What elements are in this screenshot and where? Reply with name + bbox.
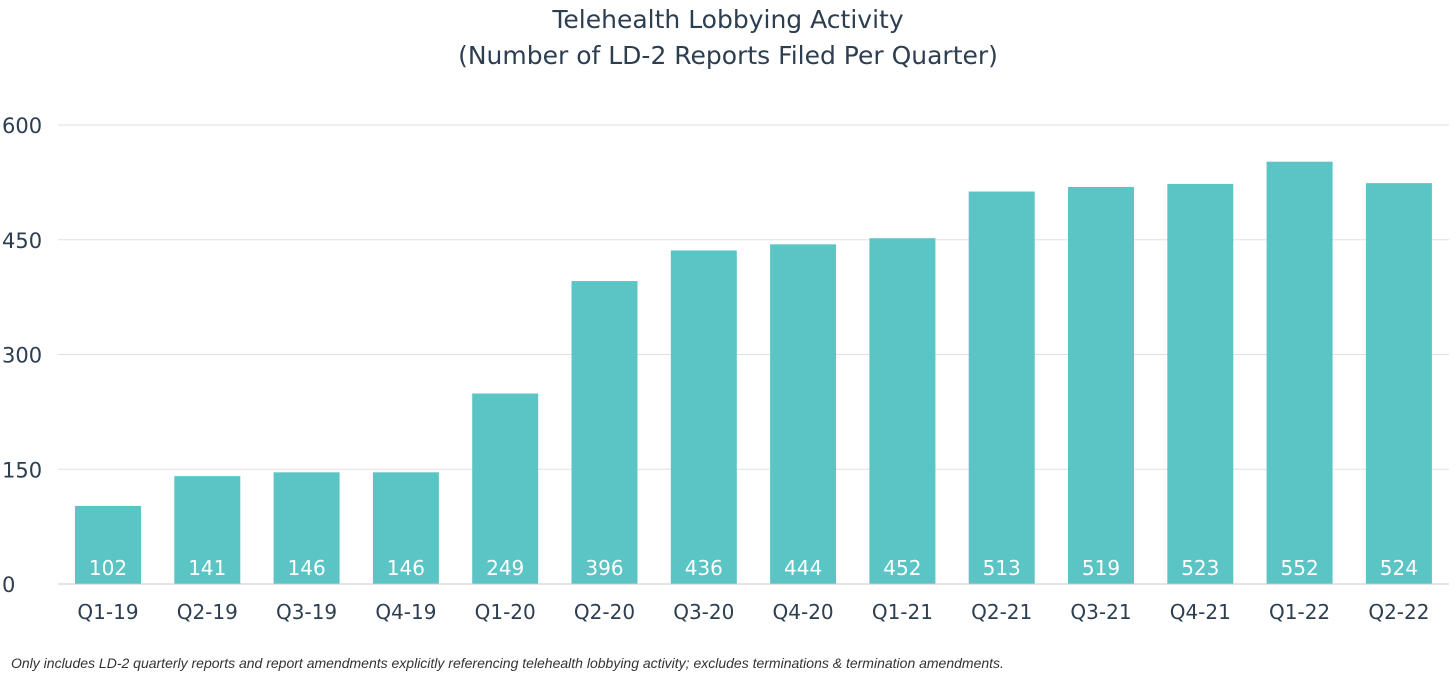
x-tick-label: Q4-21 <box>1170 600 1231 624</box>
bar <box>770 244 837 584</box>
x-tick-label: Q4-20 <box>773 600 834 624</box>
chart-title: Telehealth Lobbying Activity <box>552 5 904 34</box>
bar-value-label: 146 <box>387 556 425 580</box>
bar-value-label: 436 <box>685 556 723 580</box>
y-tick-label: 300 <box>2 344 42 368</box>
chart-footnote: Only includes LD-2 quarterly reports and… <box>11 655 1004 671</box>
bar-value-label: 141 <box>188 556 226 580</box>
bar <box>1167 183 1234 584</box>
bar <box>1068 186 1134 584</box>
bar <box>472 393 539 584</box>
chart-title-block: Telehealth Lobbying Activity (Number of … <box>0 2 1456 74</box>
y-tick-label: 150 <box>2 458 42 482</box>
bar <box>1365 183 1432 584</box>
bar-value-label: 249 <box>486 556 524 580</box>
x-tick-label: Q1-19 <box>77 600 138 624</box>
bar-value-label: 102 <box>89 556 127 580</box>
x-tick-label: Q2-20 <box>574 600 635 624</box>
bar <box>968 191 1035 584</box>
bar-value-label: 396 <box>585 556 623 580</box>
y-tick-label: 0 <box>2 573 15 597</box>
bar-value-label: 519 <box>1082 556 1120 580</box>
y-tick-label: 450 <box>2 229 42 253</box>
bar-value-label: 523 <box>1181 556 1219 580</box>
x-tick-label: Q3-19 <box>276 600 337 624</box>
x-tick-label: Q2-22 <box>1368 600 1429 624</box>
x-tick-label: Q2-19 <box>177 600 238 624</box>
x-tick-label: Q1-20 <box>475 600 536 624</box>
bar <box>372 472 439 584</box>
bar <box>75 505 141 584</box>
bar <box>571 281 638 584</box>
bar-value-label: 444 <box>784 556 822 580</box>
bar <box>1266 161 1333 584</box>
x-tick-label: Q3-21 <box>1070 600 1131 624</box>
bar <box>273 472 340 584</box>
y-tick-label: 600 <box>2 114 42 138</box>
x-tick-label: Q2-21 <box>971 600 1032 624</box>
bar <box>174 476 241 584</box>
bar-value-label: 513 <box>983 556 1021 580</box>
bar <box>670 250 737 584</box>
bar-value-label: 146 <box>288 556 326 580</box>
bar-value-label: 524 <box>1380 556 1418 580</box>
x-tick-label: Q4-19 <box>375 600 436 624</box>
bar-value-label: 552 <box>1281 556 1319 580</box>
x-tick-label: Q1-22 <box>1269 600 1330 624</box>
bar <box>869 238 936 584</box>
bar-value-label: 452 <box>883 556 921 580</box>
chart-subtitle: (Number of LD-2 Reports Filed Per Quarte… <box>458 41 998 70</box>
x-tick-label: Q3-20 <box>673 600 734 624</box>
x-tick-label: Q1-21 <box>872 600 933 624</box>
